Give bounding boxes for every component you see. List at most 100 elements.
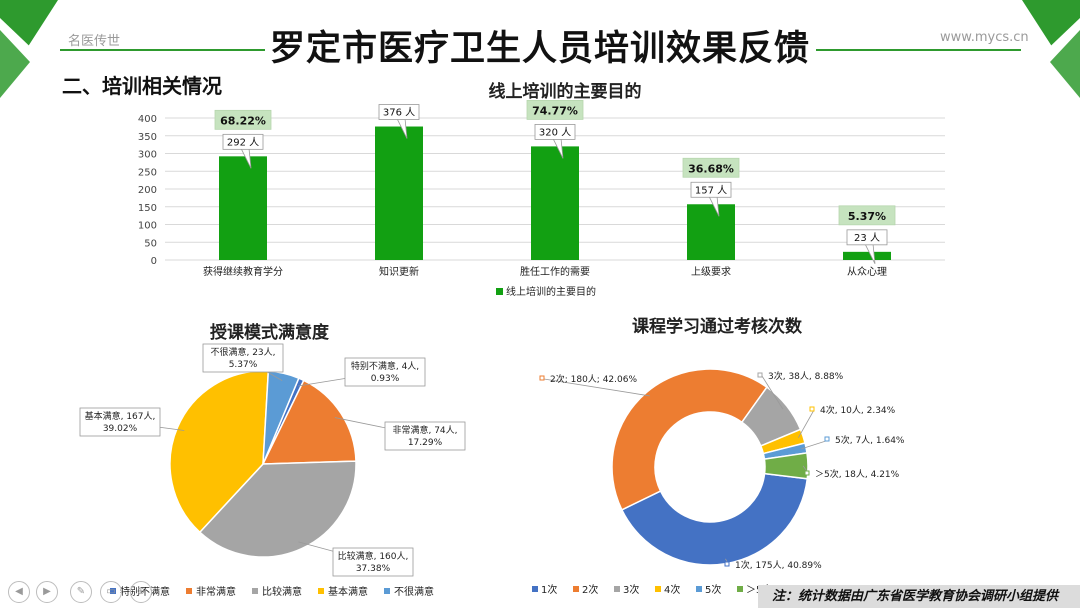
pie-label: 比较满意, 160人,	[338, 550, 409, 562]
label-marker	[824, 436, 830, 442]
x-tick-label: 知识更新	[379, 265, 419, 278]
data-label: 292 人	[227, 136, 259, 148]
y-tick-label: 200	[138, 185, 157, 196]
donut-label: 3次, 38人, 8.88%	[768, 370, 844, 382]
legend-label: 5次	[705, 583, 721, 596]
legend-marker	[384, 588, 390, 594]
legend-marker	[252, 588, 258, 594]
label-marker	[724, 561, 730, 567]
leader-line	[543, 378, 650, 397]
next-icon[interactable]: ▶	[36, 581, 58, 603]
header-divider-left	[60, 49, 265, 51]
section-heading: 二、培训相关情况	[62, 74, 222, 98]
donut-label: 1次, 175人, 40.89%	[735, 559, 822, 571]
pie-label: 特别不满意, 4人,	[351, 360, 419, 372]
legend-marker	[655, 586, 661, 592]
callout-box	[378, 104, 420, 120]
legend-label: 非常满意	[196, 585, 236, 598]
bar	[531, 146, 579, 260]
legend-marker	[614, 586, 620, 592]
pie-label-box	[202, 343, 284, 373]
callout-pointer	[708, 196, 720, 217]
leader-line	[798, 409, 815, 438]
page-title: 罗定市医疗卫生人员培训效果反馈	[269, 29, 810, 69]
label-marker	[757, 372, 763, 378]
legend-label: 比较满意	[262, 585, 302, 598]
bar	[687, 204, 735, 260]
y-tick-label: 250	[138, 167, 157, 178]
percent-label-box	[526, 100, 584, 120]
label-marker	[804, 470, 810, 476]
bar-chart: 0 50 100 150 200 250 300 350 400 获得继续教育学分 292 人 68.…	[138, 100, 945, 298]
percent-label-box	[838, 205, 896, 226]
donut-chart: 1次, 175人, 40.89% 2次; 180人; 42.06% 3次, 38人,…	[532, 368, 905, 596]
donut-label: 5次, 7人, 1.64%	[835, 434, 905, 446]
bar	[375, 126, 423, 260]
donut-slice	[611, 368, 768, 511]
percent-label: 74.77%	[532, 104, 578, 117]
prev-icon[interactable]: ◀	[8, 581, 30, 603]
callout-box	[534, 123, 576, 140]
donut-label: 4次, 10人, 2.34%	[820, 404, 896, 416]
pie-label: 39.02%	[103, 424, 138, 434]
donut-chart-title: 课程学习通过考核次数	[632, 317, 802, 337]
bar	[219, 156, 267, 260]
header-divider-right	[816, 49, 1021, 51]
pie-label-box	[384, 421, 466, 451]
x-tick-label: 上级要求	[691, 266, 731, 278]
zoom-icon[interactable]: ⊕	[130, 581, 152, 603]
legend-marker	[696, 586, 702, 592]
pie-label-box	[332, 547, 414, 577]
percent-label: 36.68%	[688, 162, 734, 175]
legend-label: 不很满意	[394, 585, 434, 598]
bar-chart-title: 线上培训的主要目的	[488, 82, 642, 102]
legend-marker	[532, 586, 538, 592]
y-tick-label: 350	[138, 132, 157, 143]
data-label: 320 人	[539, 126, 571, 138]
callout-box	[846, 229, 888, 246]
legend-label: 2次	[582, 583, 598, 596]
pie-label: 不很满意, 23人,	[210, 346, 275, 358]
x-tick-label: 从众心理	[847, 266, 887, 278]
legend-label: 3次	[623, 583, 639, 596]
data-label: 157 人	[695, 184, 727, 196]
pen-icon[interactable]: ✎	[70, 581, 92, 603]
percent-label: 68.22%	[220, 114, 266, 127]
pie-slice	[198, 460, 357, 558]
source-note: 注：统计数据由广东省医学教育协会调研小组提供	[758, 585, 1080, 608]
legend-marker	[573, 586, 579, 592]
pie-slice	[261, 379, 357, 465]
corner-decoration-right	[1022, 0, 1080, 108]
x-tick-label: 胜任工作的需要	[520, 265, 590, 278]
data-label: 23 人	[854, 232, 880, 244]
donut-label: ＞5次, 18人, 4.21%	[815, 468, 900, 480]
pie-slice	[169, 370, 270, 534]
x-tick-label: 获得继续教育学分	[203, 265, 283, 278]
leader-line	[801, 439, 830, 450]
legend-label: 基本满意	[328, 585, 368, 598]
y-tick-label: 0	[151, 256, 157, 267]
callout-pointer	[552, 138, 564, 159]
legend-label: 线上培训的主要目的	[506, 285, 596, 298]
percent-label-box	[214, 109, 272, 130]
legend-marker	[318, 588, 324, 594]
brand-url: www.mycs.cn	[940, 30, 1029, 45]
pie-chart-title: 授课模式满意度	[210, 323, 329, 343]
pie-label: 基本满意, 167人,	[85, 410, 156, 422]
legend-marker	[496, 288, 503, 295]
data-label: 376 人	[383, 107, 415, 119]
screen-icon[interactable]: ▭	[100, 581, 122, 603]
y-tick-label: 100	[138, 221, 157, 232]
callout-box	[222, 133, 264, 150]
callout-pointer	[240, 148, 252, 169]
percent-label: 5.37%	[848, 210, 886, 223]
y-tick-label: 300	[138, 150, 157, 161]
pie-label-box	[79, 407, 161, 437]
legend-marker	[186, 588, 192, 594]
label-marker	[809, 406, 815, 412]
corner-decoration-left	[0, 0, 58, 108]
pie-label: 37.38%	[356, 564, 391, 574]
y-tick-label: 400	[138, 114, 157, 125]
callout-pointer	[396, 118, 408, 139]
donut-slice	[620, 472, 809, 566]
